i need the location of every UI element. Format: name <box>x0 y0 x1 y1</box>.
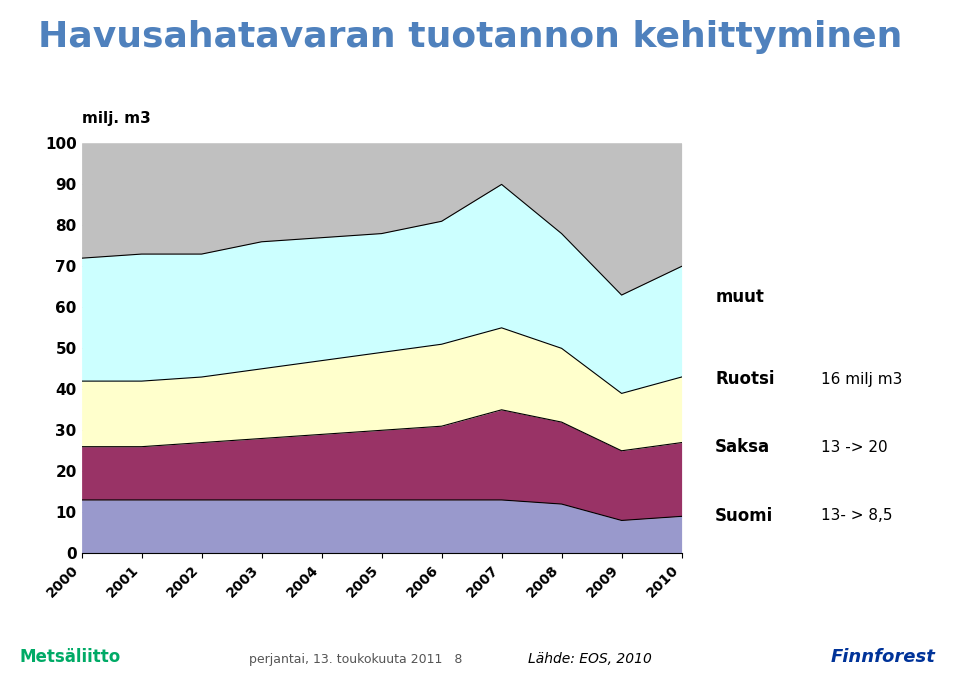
Text: 13- > 8,5: 13- > 8,5 <box>821 508 892 523</box>
Text: 13 -> 20: 13 -> 20 <box>821 440 887 455</box>
Text: Havusahatavaran tuotannon kehittyminen: Havusahatavaran tuotannon kehittyminen <box>38 20 902 55</box>
Text: milj. m3: milj. m3 <box>82 111 151 126</box>
Text: Finnforest: Finnforest <box>830 648 936 666</box>
Text: perjantai, 13. toukokuuta 2011   8: perjantai, 13. toukokuuta 2011 8 <box>249 653 462 666</box>
Text: muut: muut <box>715 288 764 306</box>
Text: Ruotsi: Ruotsi <box>715 370 775 388</box>
Text: Suomi: Suomi <box>715 507 774 525</box>
Text: Saksa: Saksa <box>715 438 770 456</box>
Text: Metsäliitto: Metsäliitto <box>19 648 120 666</box>
Text: 16 milj m3: 16 milj m3 <box>821 372 902 387</box>
Text: Lähde: EOS, 2010: Lähde: EOS, 2010 <box>528 652 652 666</box>
